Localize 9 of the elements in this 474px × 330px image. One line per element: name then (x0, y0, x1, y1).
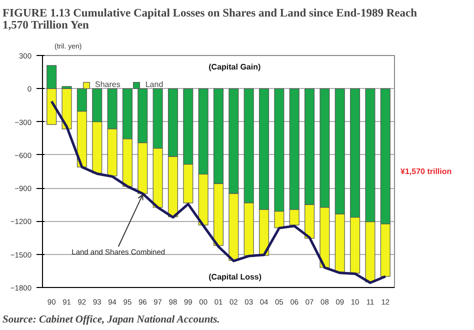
annotation: (Capital Gain) (208, 62, 261, 72)
source-note: Source: Cabinet Office, Japan National Accounts. (2, 314, 220, 326)
annotation: (Capital Loss) (208, 272, 262, 282)
legend-label: Shares (95, 80, 120, 89)
line-series (50, 100, 387, 284)
bar (62, 88, 72, 130)
chart-title: FIGURE 1.13 Cumulative Capital Losses on Shares and Land since End-1989 Reach 1,570 Trillion Yen (2, 8, 418, 32)
legend-label: Land (145, 80, 164, 89)
text: ¥1,570 trillion (400, 167, 452, 176)
